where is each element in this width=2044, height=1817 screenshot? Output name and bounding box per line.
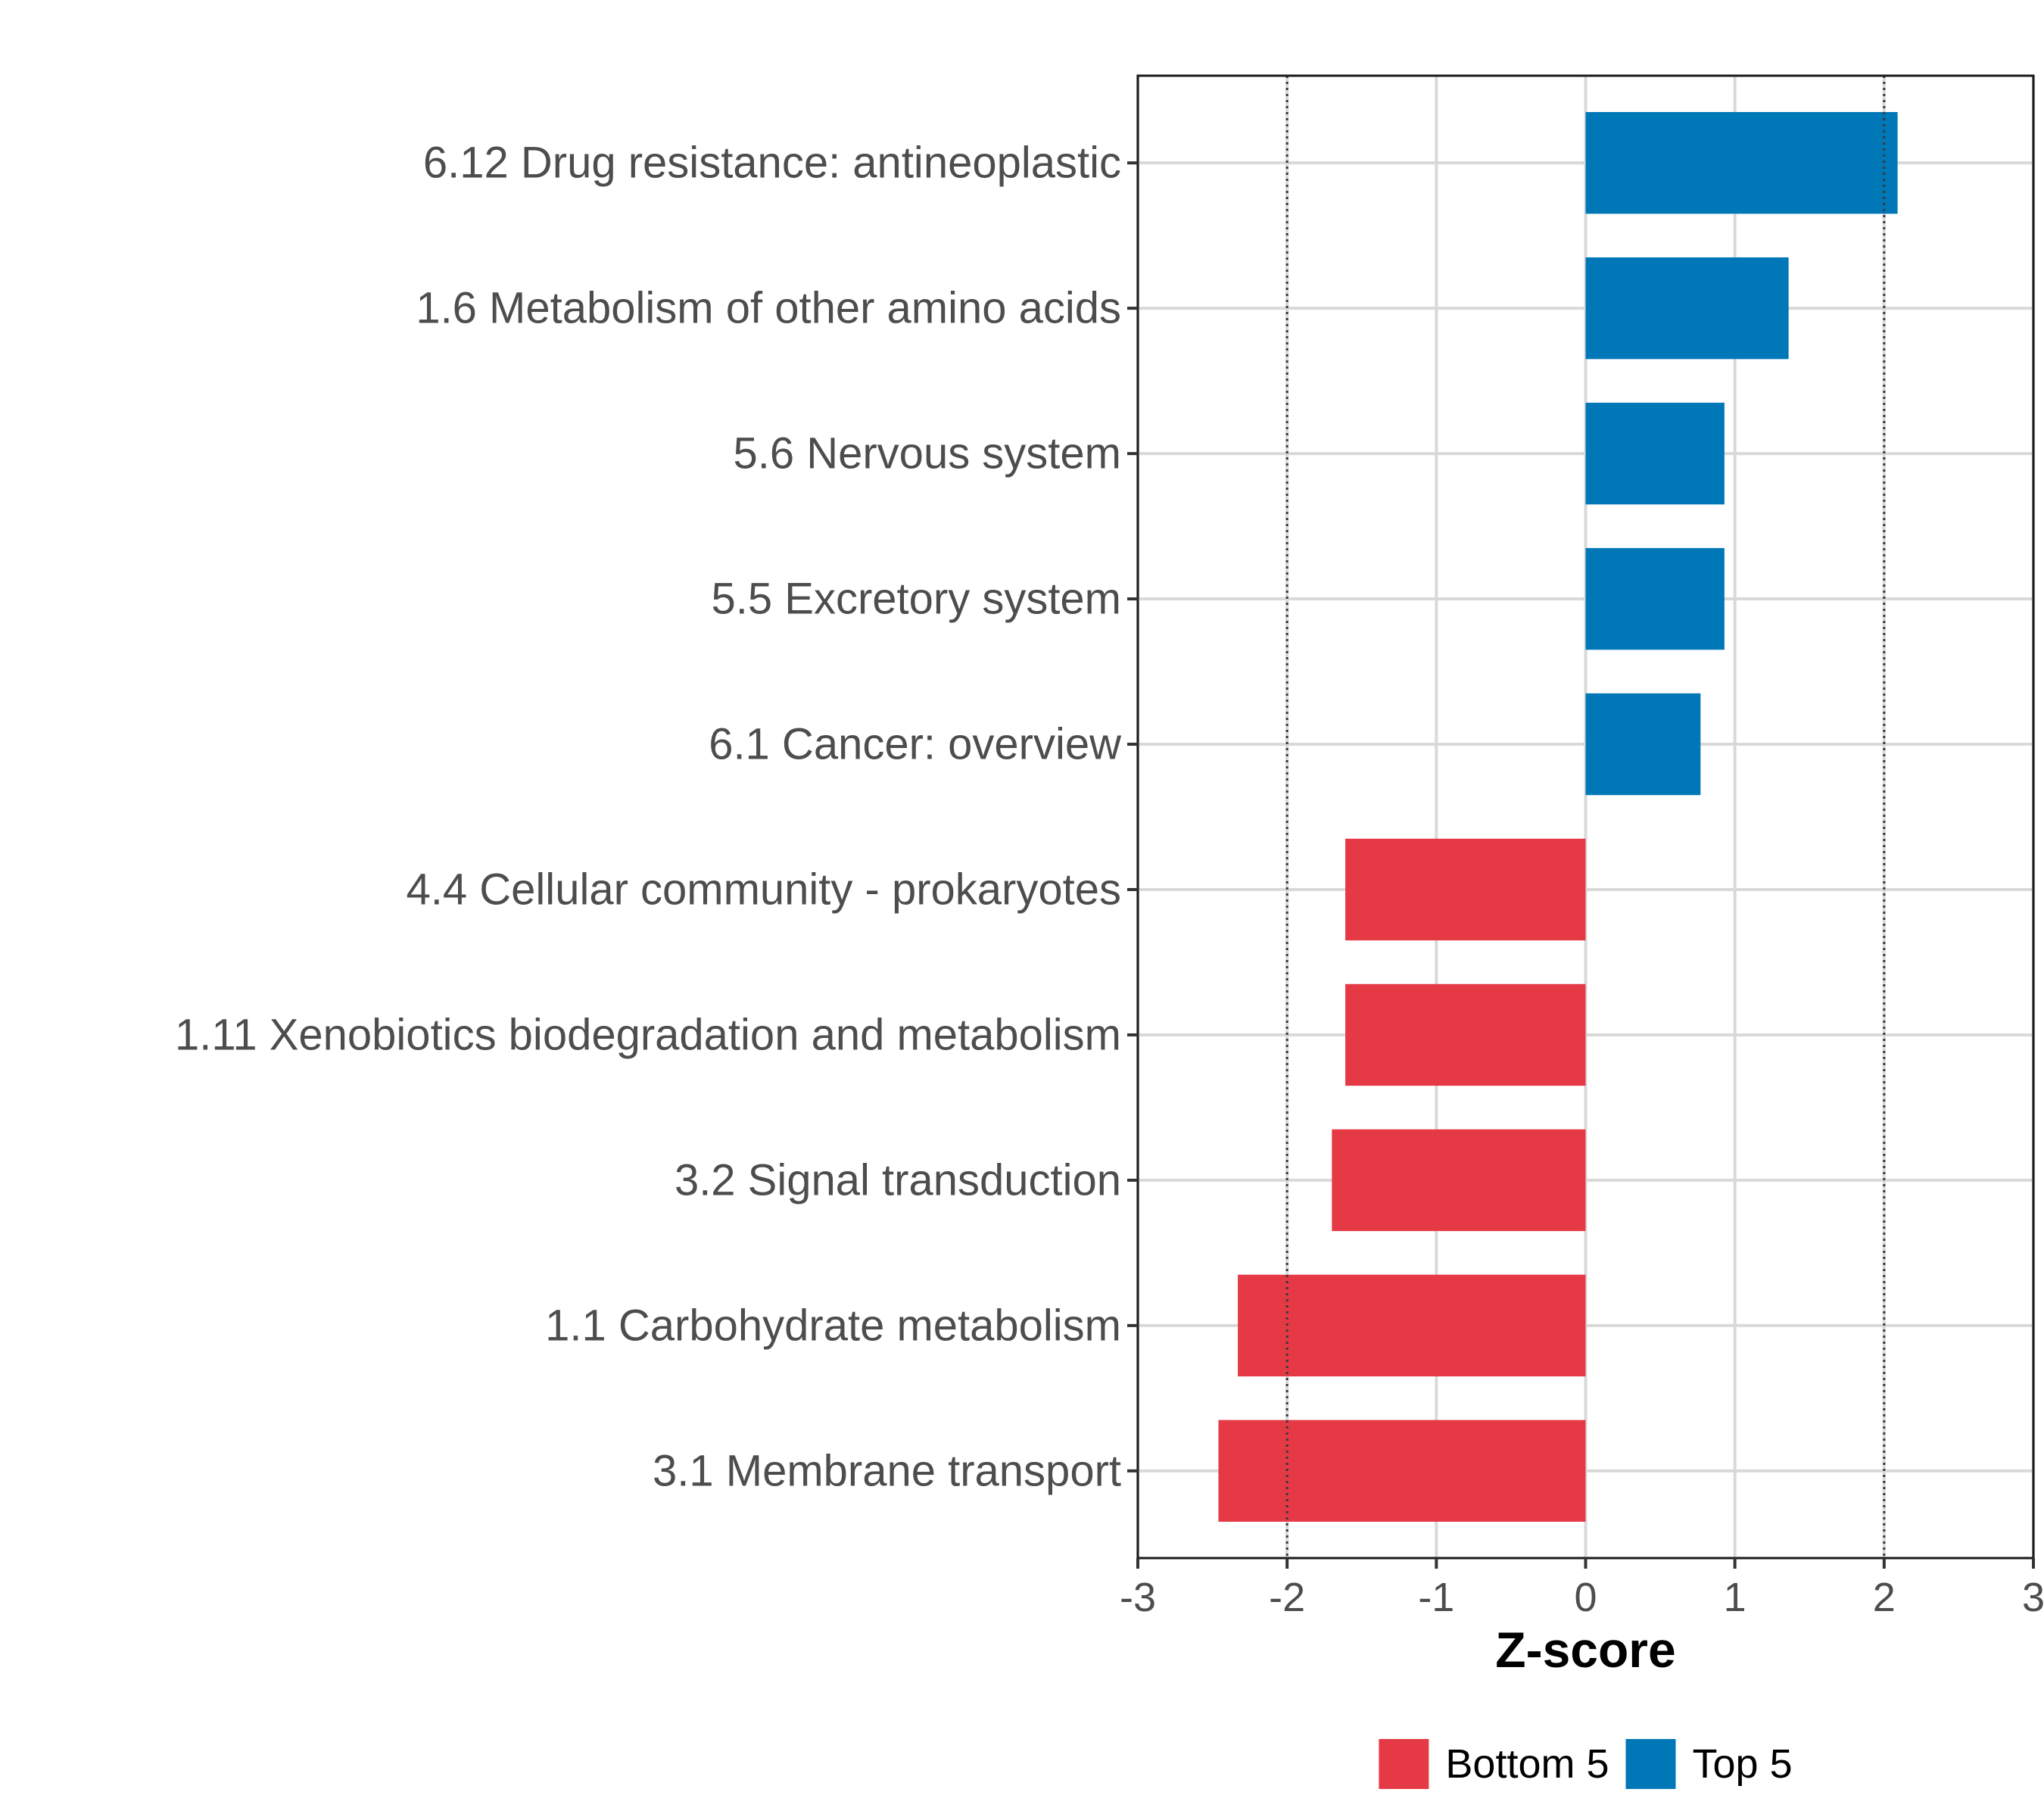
bar	[1585, 257, 1789, 360]
x-tick-label: -1	[1418, 1575, 1454, 1620]
bar	[1585, 693, 1701, 796]
bar	[1585, 547, 1725, 650]
bar	[1345, 983, 1586, 1086]
x-axis-title: Z-score	[1495, 1622, 1675, 1678]
legend-item: Top 5	[1625, 1739, 1793, 1789]
legend-label: Top 5	[1693, 1741, 1793, 1787]
reference-lines	[1285, 76, 1886, 1558]
category-label: 1.11 Xenobiotics biodegradation and meta…	[175, 1010, 1121, 1059]
x-tick-label: 1	[1724, 1575, 1746, 1620]
bars	[1218, 111, 1898, 1522]
bar	[1332, 1129, 1586, 1232]
x-tick-label: -3	[1120, 1575, 1156, 1620]
x-tick-label: 0	[1574, 1575, 1597, 1620]
bar	[1585, 111, 1898, 214]
y-axis: 6.12 Drug resistance: antineoplastic 1.6 …	[175, 139, 1138, 1495]
category-label: 5.5 Excretory system	[712, 575, 1121, 624]
bar	[1218, 1420, 1586, 1522]
bar	[1585, 402, 1725, 505]
x-axis: -3 -2 -1 0 1 2 3	[1120, 1558, 2044, 1620]
category-label: 5.6 Nervous system	[733, 429, 1121, 478]
category-label: 6.1 Cancer: overview	[709, 720, 1122, 769]
category-label: 3.2 Signal transduction	[675, 1155, 1121, 1205]
category-label: 1.1 Carbohydrate metabolism	[545, 1301, 1121, 1350]
x-tick-label: -2	[1269, 1575, 1305, 1620]
x-tick-label: 2	[1873, 1575, 1896, 1620]
legend-swatch	[1625, 1739, 1676, 1789]
bar	[1345, 838, 1586, 941]
legend-swatch	[1379, 1739, 1429, 1789]
bar	[1238, 1274, 1586, 1377]
category-label: 4.4 Cellular community - prokaryotes	[407, 865, 1121, 914]
legend-label: Bottom 5	[1445, 1741, 1609, 1787]
legend: Bottom 5 Top 5	[1379, 1739, 1793, 1789]
legend-item: Bottom 5	[1379, 1739, 1609, 1789]
category-label: 6.12 Drug resistance: antineoplastic	[423, 139, 1121, 188]
category-label: 1.6 Metabolism of other amino acids	[416, 284, 1121, 333]
category-label: 3.1 Membrane transport	[653, 1446, 1121, 1495]
x-tick-label: 3	[2022, 1575, 2044, 1620]
